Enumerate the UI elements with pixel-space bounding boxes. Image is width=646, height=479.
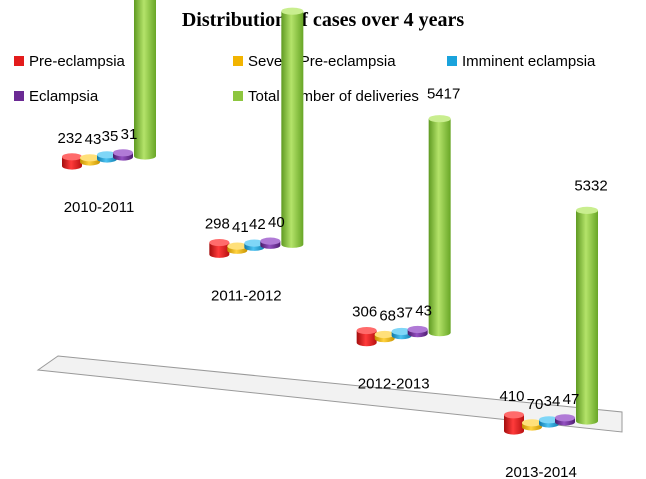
bar-1-1: [62, 153, 82, 170]
legend-label-5: Total number of deliveries: [248, 88, 419, 105]
bar-4-1: [113, 149, 133, 161]
legend-swatch-5: [233, 91, 243, 101]
bar-2-1: [80, 154, 100, 166]
legend-label-2: Severe Pre-eclampsia: [248, 53, 396, 70]
data-label-4-4: 47: [563, 391, 580, 408]
data-label-5-3: 5417: [427, 86, 460, 103]
bar-3-4: [539, 416, 559, 428]
data-label-3-2: 42: [249, 216, 266, 233]
data-label-1-4: 410: [499, 388, 524, 405]
data-label-4-3: 43: [415, 302, 432, 319]
floor-plane: [36, 355, 623, 433]
data-label-4-2: 40: [268, 214, 285, 231]
bar-2-4: [522, 419, 542, 431]
legend-swatch-3: [447, 56, 457, 66]
data-label-1-3: 306: [352, 304, 377, 321]
legend-swatch-4: [14, 91, 24, 101]
legend: Pre-eclampsia Severe Pre-eclampsia Imminen…: [14, 53, 596, 105]
bar-2-3: [374, 330, 395, 343]
legend-label-3: Imminent eclampsia: [462, 53, 596, 70]
bar-4-2: [260, 237, 281, 249]
bar-1-2: [209, 238, 230, 258]
bar-5-2: [281, 7, 304, 248]
legend-label-1: Pre-eclampsia: [29, 53, 126, 70]
category-label-4: 2013-2014: [505, 464, 577, 479]
data-label-3-4: 34: [544, 393, 561, 410]
chart-title: Distribution of cases over 4 years: [182, 9, 465, 31]
bar-3-3: [391, 327, 412, 340]
data-label-5-4: 5332: [574, 177, 607, 194]
bar-4-3: [407, 325, 428, 338]
legend-swatch-2: [233, 56, 243, 66]
bar-3-2: [244, 239, 265, 251]
data-label-2-4: 70: [527, 396, 544, 413]
legend-swatch-1: [14, 56, 24, 66]
bar-3-1: [97, 151, 117, 163]
data-label-2-2: 41: [232, 219, 249, 236]
data-labels: 2324335315940298414240590230668374354174…: [57, 86, 607, 413]
category-label-3: 2012-2013: [358, 376, 430, 393]
data-label-1-2: 298: [205, 216, 230, 233]
bar-5-1: [134, 0, 156, 160]
bar-1-4: [504, 411, 524, 435]
bar-5-4: [576, 206, 598, 425]
category-label-1: 2010-2011: [64, 199, 135, 216]
data-label-4-1: 31: [121, 126, 138, 143]
data-label-1-1: 232: [57, 130, 82, 147]
data-label-2-1: 43: [85, 131, 102, 148]
bar-2-2: [227, 242, 248, 254]
bar-4-4: [555, 414, 575, 426]
bar-5-3: [428, 115, 451, 337]
data-label-3-3: 37: [396, 304, 413, 321]
category-label-2: 2011-2012: [211, 287, 282, 304]
legend-label-4: Eclampsia: [29, 88, 99, 105]
bar-1-3: [356, 326, 377, 347]
data-label-2-3: 68: [379, 307, 396, 324]
data-label-3-1: 35: [102, 128, 119, 145]
category-labels: 2010-2011 2011-2012 2012-2013 2013-2014: [64, 199, 577, 479]
plot-area: [62, 0, 598, 435]
